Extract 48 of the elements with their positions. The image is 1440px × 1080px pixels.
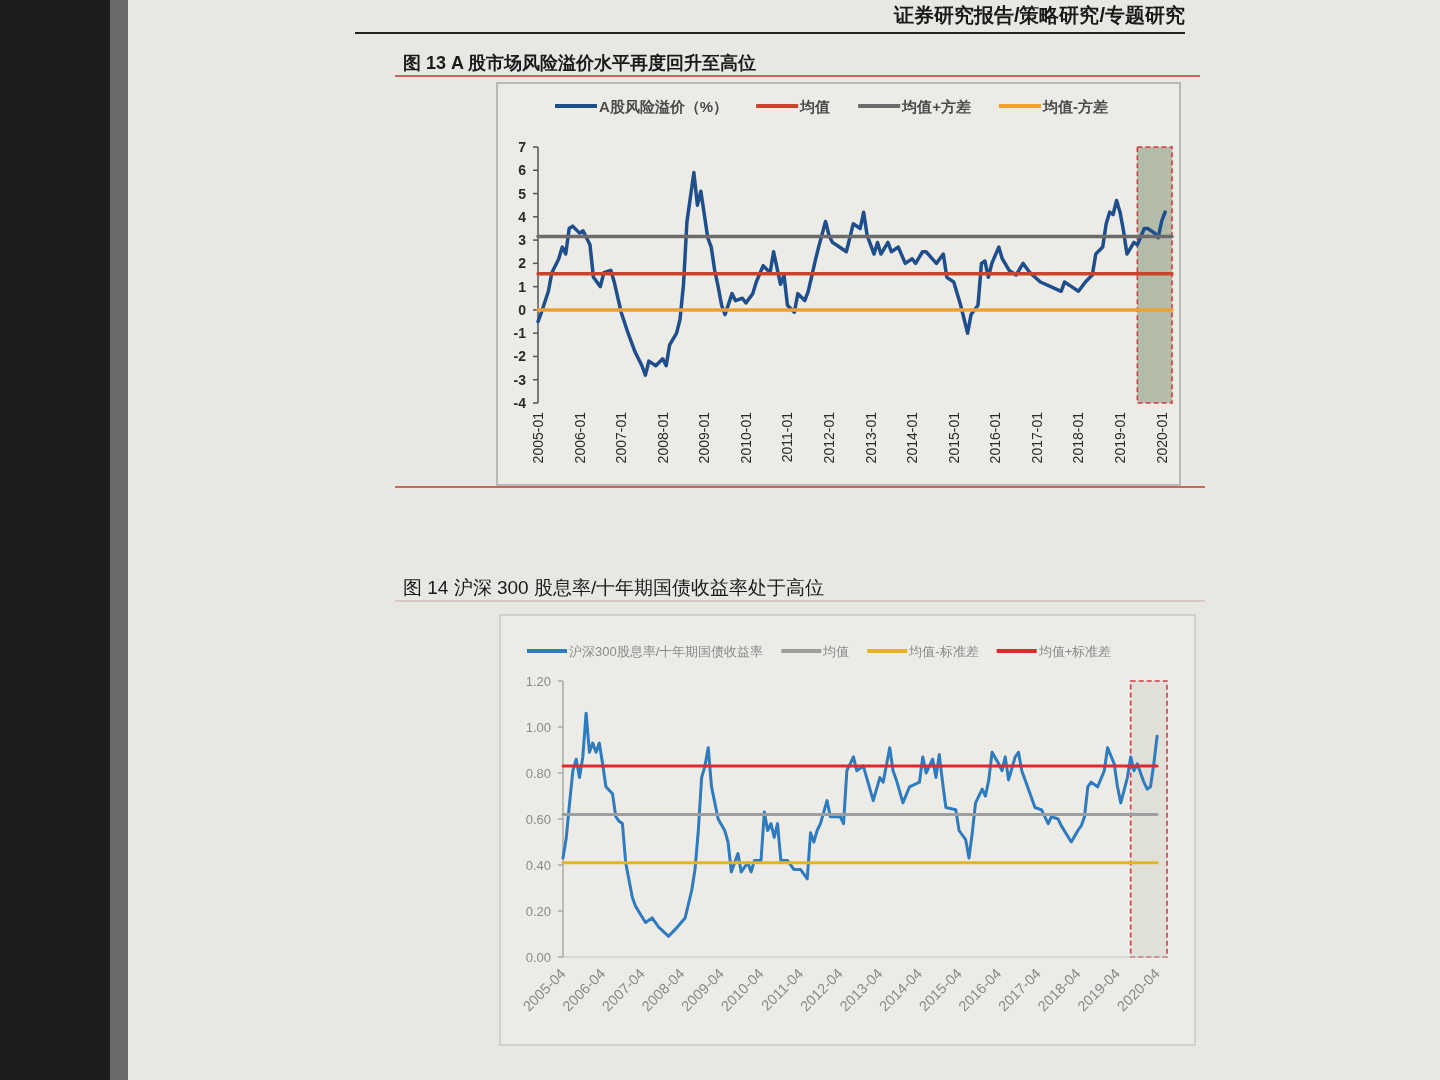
x-tick-label: 2012-01 <box>821 411 838 464</box>
x-tick-label: 2011-01 <box>779 411 796 463</box>
y-tick-label: -4 <box>513 395 527 411</box>
y-tick-label: 2 <box>518 255 527 272</box>
x-tick-label: 2014-01 <box>904 411 921 464</box>
legend-label: 均值-标准差 <box>908 643 979 659</box>
x-tick-label: 2008-01 <box>654 411 671 464</box>
text: 证券研究报告/策略研究/专题研究 <box>892 4 1185 26</box>
y-tick-label: 0.80 <box>525 765 551 781</box>
legend-label: 均值 <box>822 643 850 659</box>
legend-label: 均值+方差 <box>901 97 971 115</box>
legend-label: 均值+标准差 <box>1037 643 1112 659</box>
y-tick-label: 5 <box>518 185 527 202</box>
y-tick-label: 3 <box>518 232 527 249</box>
y-tick-label: 0.00 <box>525 949 551 965</box>
y-tick-label: 1 <box>518 278 527 295</box>
x-tick-label: 2020-01 <box>1153 411 1170 464</box>
x-tick-label: 2016-01 <box>987 411 1004 464</box>
chart-title: 图 13 A 股市场风险溢价水平再度回升至高位 <box>403 53 757 73</box>
x-tick-label: 2009-01 <box>696 411 713 464</box>
line-series <box>561 711 1159 938</box>
y-tick-label: 0 <box>518 301 527 318</box>
legend-label: 均值-方差 <box>1041 97 1108 115</box>
y-tick-label: -1 <box>513 325 527 342</box>
x-tick-label: 2013-01 <box>862 411 879 464</box>
x-tick-label: 2005-01 <box>530 411 546 464</box>
line-series <box>536 170 1167 377</box>
y-tick-label: 4 <box>518 208 527 225</box>
chart-title: 图 14 沪深 300 股息率/十年期国债收益率处于高位 <box>403 577 825 598</box>
y-tick-label: 7 <box>518 139 527 155</box>
x-tick-label: 2018-01 <box>1070 411 1087 464</box>
legend-label: 均值 <box>799 97 831 115</box>
y-tick-label: 1.20 <box>525 673 551 689</box>
x-tick-label: 2010-01 <box>737 411 754 464</box>
x-tick-label: 2007-01 <box>613 411 630 464</box>
y-tick-label: 0.60 <box>525 811 551 827</box>
x-tick-label: 2019-01 <box>1112 411 1129 464</box>
y-tick-label: 6 <box>518 162 527 179</box>
y-tick-label: -2 <box>513 348 527 365</box>
y-tick-label: -3 <box>513 371 527 388</box>
x-tick-label: 2017-01 <box>1028 411 1045 464</box>
x-tick-label: 2006-01 <box>571 411 588 464</box>
y-tick-label: 0.40 <box>525 857 551 873</box>
legend-label: 沪深300股息率/十年期国债收益率 <box>569 643 764 659</box>
y-tick-label: 0.20 <box>525 903 551 919</box>
x-tick-label: 2015-01 <box>945 411 962 464</box>
legend-label: A股风险溢价（%） <box>599 97 729 115</box>
y-tick-label: 1.00 <box>525 719 551 735</box>
